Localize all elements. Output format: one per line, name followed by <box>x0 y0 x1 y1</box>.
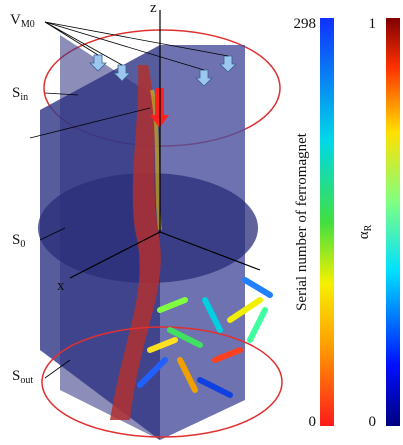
symbol: α <box>356 231 372 239</box>
colorbar-serial <box>320 18 334 426</box>
label-sout: Sout <box>12 368 33 386</box>
subscript: out <box>20 375 33 386</box>
subscript: 0 <box>20 239 25 250</box>
jet-edge <box>150 89 162 231</box>
colorbar-max: 298 <box>294 16 317 32</box>
subscript: R <box>363 224 374 231</box>
symbol: S <box>12 85 20 101</box>
inflow-arrows <box>89 54 237 87</box>
label-sin: Sin <box>12 85 28 103</box>
colorbar-min: 0 <box>369 414 377 430</box>
axis-x: x <box>57 278 65 294</box>
axis-z: z <box>150 0 157 16</box>
symbol: S <box>12 368 20 384</box>
subscript: in <box>20 92 28 103</box>
outlet-ring <box>41 326 283 438</box>
colorbar-alpha <box>386 18 400 426</box>
label-s0: S0 <box>12 232 25 250</box>
colorbar-max: 1 <box>369 16 377 32</box>
label-vm0: VM0 <box>10 12 35 30</box>
scene <box>29 10 283 440</box>
leader-lines <box>29 21 229 379</box>
subscript: M0 <box>21 19 35 30</box>
symbol: S <box>12 232 20 248</box>
jet-core <box>110 65 161 420</box>
axes <box>69 10 261 279</box>
colorbar-title: αR <box>356 224 374 239</box>
rods <box>137 277 273 398</box>
symbol: V <box>10 12 21 28</box>
colorbar-title: Serial number of ferromagnet <box>294 132 310 311</box>
colorbar-min: 0 <box>309 414 317 430</box>
